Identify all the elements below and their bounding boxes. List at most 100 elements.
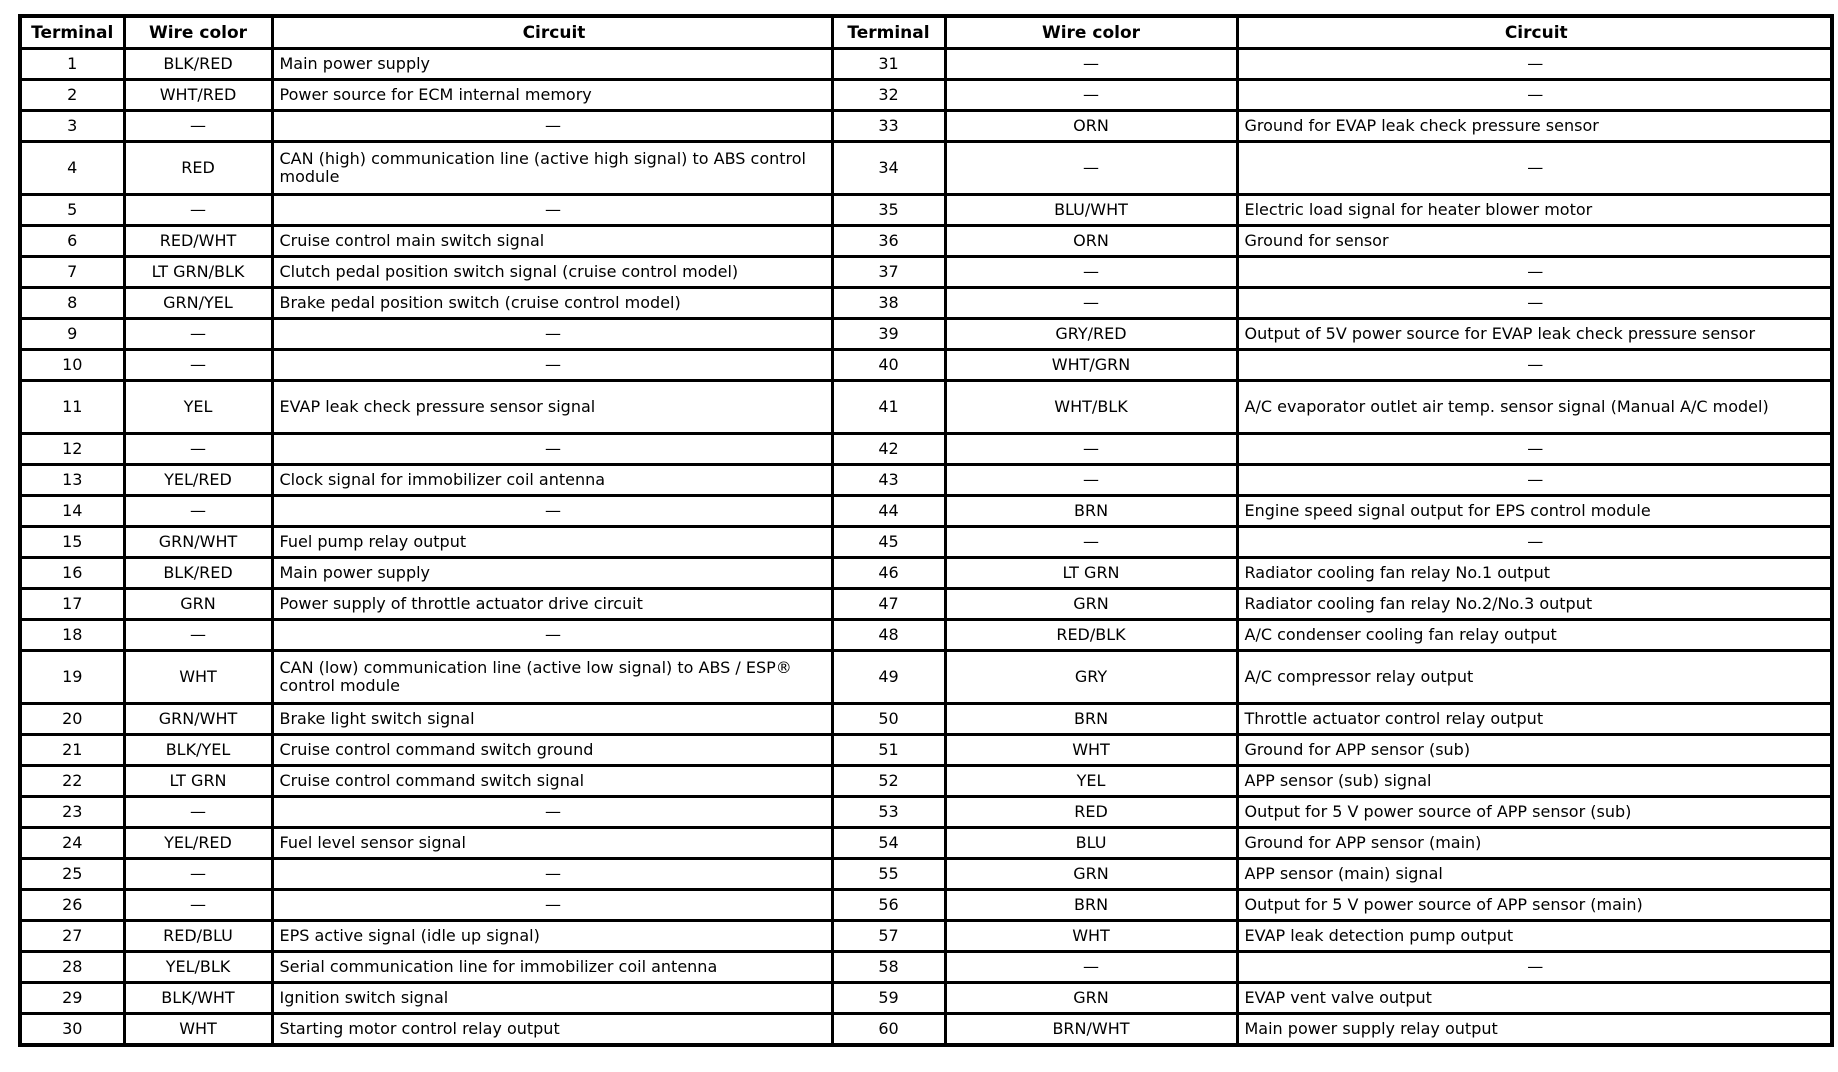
terminal-cell: 6 (18, 224, 126, 258)
wire-color-cell: BRN (943, 702, 1239, 736)
circuit-cell: Output for 5 V power source of APP senso… (1235, 795, 1834, 829)
circuit-cell: EPS active signal (idle up signal) (270, 919, 834, 953)
terminal-cell: 3 (18, 109, 126, 143)
table-row: 15 GRN/WHT Fuel pump relay output 45— — (18, 525, 1834, 559)
column-header-circuit-right: Circuit (1235, 14, 1834, 50)
table-row: 9— —39 GRY/RED Output of 5V power source fo… (18, 317, 1834, 351)
wire-color-cell: WHT (943, 733, 1239, 767)
circuit-cell: Serial communication line for immobilize… (270, 950, 834, 984)
table-row: 23— —53 RED Output for 5 V power source of … (18, 795, 1834, 829)
terminal-cell: 42 (830, 432, 947, 466)
wire-color-cell: YEL (122, 379, 274, 435)
table-row: 19 WHT CAN (low) communication line (activ… (18, 649, 1834, 705)
wire-color-cell: ORN (943, 224, 1239, 258)
circuit-cell: — (1235, 255, 1834, 289)
circuit-cell: Main power supply (270, 47, 834, 81)
wire-color-cell: GRN (122, 587, 274, 621)
circuit-cell: Ground for APP sensor (sub) (1235, 733, 1834, 767)
circuit-cell: Power source for ECM internal memory (270, 78, 834, 112)
table-row: 17 GRN Power supply of throttle actuator d… (18, 587, 1834, 621)
terminal-cell: 5 (18, 193, 126, 227)
table-row: 21 BLK/YEL Cruise control command switch g… (18, 733, 1834, 767)
wire-color-cell: GRN/WHT (122, 525, 274, 559)
circuit-cell: — (1235, 286, 1834, 320)
circuit-cell: Ignition switch signal (270, 981, 834, 1015)
table-row: 28 YEL/BLK Serial communication line for i… (18, 950, 1834, 984)
table-row: 2 WHT/RED Power source for ECM internal me… (18, 78, 1834, 112)
wire-color-cell: RED/BLU (122, 919, 274, 953)
wire-color-cell: BLK/RED (122, 556, 274, 590)
circuit-cell: Cruise control command switch ground (270, 733, 834, 767)
circuit-cell: Output of 5V power source for EVAP leak … (1235, 317, 1834, 351)
table-row: 6 RED/WHT Cruise control main switch signa… (18, 224, 1834, 258)
circuit-cell: CAN (high) communication line (active hi… (270, 140, 834, 196)
terminal-cell: 33 (830, 109, 947, 143)
wire-color-cell: GRN/WHT (122, 702, 274, 736)
wire-color-cell: BRN (943, 494, 1239, 528)
terminal-cell: 28 (18, 950, 126, 984)
circuit-cell: Output for 5 V power source of APP senso… (1235, 888, 1834, 922)
wire-color-cell: GRN (943, 857, 1239, 891)
wire-color-cell: GRY (943, 649, 1239, 705)
table-header-row: Terminal Wire color Circuit Terminal Wir… (18, 14, 1834, 50)
terminal-cell: 18 (18, 618, 126, 652)
terminal-cell: 36 (830, 224, 947, 258)
terminal-cell: 10 (18, 348, 126, 382)
circuit-cell: Main power supply relay output (1235, 1012, 1834, 1046)
wire-color-cell: YEL/BLK (122, 950, 274, 984)
terminal-cell: 47 (830, 587, 947, 621)
circuit-cell: Ground for sensor (1235, 224, 1834, 258)
circuit-cell: — (270, 317, 834, 351)
table-row: 1 BLK/RED Main power supply 31— — (18, 47, 1834, 81)
wire-color-cell: — (122, 888, 274, 922)
circuit-cell: — (1235, 463, 1834, 497)
table-row: 25— —55 GRN APP sensor (main) signal (18, 857, 1834, 891)
table-row: 10— —40 WHT/GRN — (18, 348, 1834, 382)
table-row: 4 RED CAN (high) communication line (activ… (18, 140, 1834, 196)
terminal-cell: 15 (18, 525, 126, 559)
terminal-cell: 24 (18, 826, 126, 860)
wire-color-cell: YEL/RED (122, 463, 274, 497)
terminal-cell: 8 (18, 286, 126, 320)
terminal-cell: 14 (18, 494, 126, 528)
circuit-cell: Starting motor control relay output (270, 1012, 834, 1046)
terminal-cell: 54 (830, 826, 947, 860)
wire-color-cell: — (943, 47, 1239, 81)
terminal-cell: 38 (830, 286, 947, 320)
circuit-cell: A/C compressor relay output (1235, 649, 1834, 705)
wire-color-cell: WHT/BLK (943, 379, 1239, 435)
column-header-terminal-right: Terminal (830, 14, 947, 50)
circuit-cell: — (1235, 78, 1834, 112)
circuit-cell: Clock signal for immobilizer coil antenn… (270, 463, 834, 497)
terminal-cell: 26 (18, 888, 126, 922)
terminal-cell: 43 (830, 463, 947, 497)
circuit-cell: Throttle actuator control relay output (1235, 702, 1834, 736)
wire-color-cell: — (943, 255, 1239, 289)
terminal-cell: 29 (18, 981, 126, 1015)
wire-color-cell: — (122, 348, 274, 382)
circuit-cell: — (270, 888, 834, 922)
wire-color-cell: — (122, 317, 274, 351)
wire-color-cell: — (943, 432, 1239, 466)
terminal-cell: 49 (830, 649, 947, 705)
terminal-cell: 4 (18, 140, 126, 196)
circuit-cell: — (1235, 432, 1834, 466)
terminal-cell: 12 (18, 432, 126, 466)
circuit-cell: APP sensor (main) signal (1235, 857, 1834, 891)
table-row: 8 GRN/YEL Brake pedal position switch (cru… (18, 286, 1834, 320)
circuit-cell: A/C condenser cooling fan relay output (1235, 618, 1834, 652)
circuit-cell: — (270, 193, 834, 227)
terminal-cell: 20 (18, 702, 126, 736)
wire-color-cell: WHT (122, 1012, 274, 1046)
circuit-cell: Ground for APP sensor (main) (1235, 826, 1834, 860)
circuit-cell: A/C evaporator outlet air temp. sensor s… (1235, 379, 1834, 435)
circuit-cell: Fuel pump relay output (270, 525, 834, 559)
table-row: 30 WHT Starting motor control relay output… (18, 1012, 1834, 1046)
circuit-cell: Power supply of throttle actuator drive … (270, 587, 834, 621)
terminal-cell: 60 (830, 1012, 947, 1046)
column-header-wire-color-right: Wire color (943, 14, 1239, 50)
wire-color-cell: WHT (122, 649, 274, 705)
wire-color-cell: — (122, 109, 274, 143)
terminal-cell: 57 (830, 919, 947, 953)
circuit-cell: — (1235, 47, 1834, 81)
